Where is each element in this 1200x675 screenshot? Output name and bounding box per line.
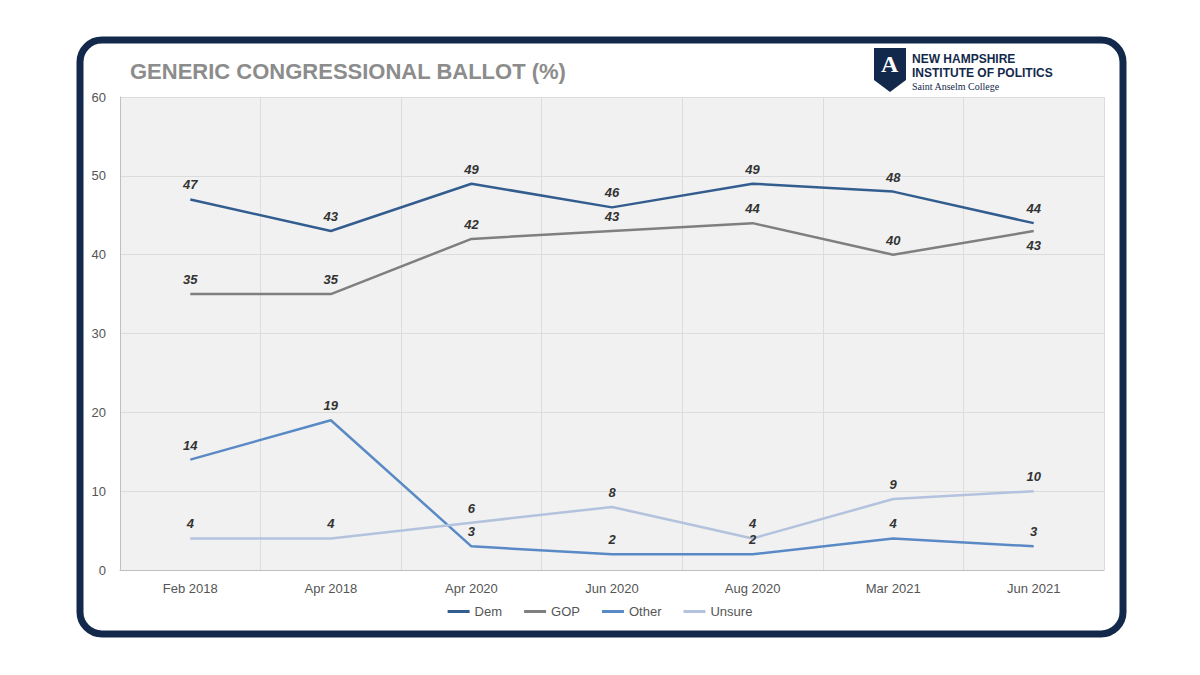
svg-text:Feb 2018: Feb 2018 <box>163 581 218 596</box>
svg-text:60: 60 <box>92 90 106 105</box>
svg-text:46: 46 <box>604 185 620 200</box>
svg-text:50: 50 <box>92 168 106 183</box>
svg-text:3: 3 <box>468 524 476 539</box>
svg-text:NEW HAMPSHIRE: NEW HAMPSHIRE <box>912 52 1015 66</box>
svg-text:GENERIC CONGRESSIONAL BALLOT (: GENERIC CONGRESSIONAL BALLOT (%) <box>130 59 566 84</box>
svg-text:43: 43 <box>323 209 339 224</box>
svg-text:A: A <box>881 51 899 77</box>
svg-text:42: 42 <box>463 217 479 232</box>
svg-text:Unsure: Unsure <box>710 604 752 619</box>
svg-text:35: 35 <box>183 272 198 287</box>
svg-text:INSTITUTE OF POLITICS: INSTITUTE OF POLITICS <box>912 66 1053 80</box>
svg-text:30: 30 <box>92 326 106 341</box>
svg-text:4: 4 <box>748 516 757 531</box>
svg-text:20: 20 <box>92 405 106 420</box>
svg-text:Apr 2018: Apr 2018 <box>304 581 357 596</box>
svg-text:4: 4 <box>326 516 335 531</box>
svg-text:Jun 2020: Jun 2020 <box>585 581 639 596</box>
svg-text:4: 4 <box>889 516 898 531</box>
svg-text:Mar 2021: Mar 2021 <box>866 581 921 596</box>
svg-text:Dem: Dem <box>475 604 502 619</box>
svg-text:44: 44 <box>744 201 760 216</box>
svg-text:47: 47 <box>182 177 198 192</box>
svg-text:40: 40 <box>885 233 901 248</box>
svg-text:Other: Other <box>629 604 662 619</box>
svg-text:40: 40 <box>92 247 106 262</box>
svg-text:0: 0 <box>99 563 106 578</box>
svg-text:8: 8 <box>608 485 616 500</box>
svg-text:Apr 2020: Apr 2020 <box>445 581 498 596</box>
svg-text:19: 19 <box>324 398 339 413</box>
svg-text:49: 49 <box>744 162 760 177</box>
svg-text:GOP: GOP <box>551 604 580 619</box>
svg-text:2: 2 <box>748 532 757 547</box>
svg-text:49: 49 <box>463 162 479 177</box>
svg-text:43: 43 <box>604 209 620 224</box>
svg-text:9: 9 <box>890 477 898 492</box>
svg-text:4: 4 <box>186 516 195 531</box>
svg-text:2: 2 <box>607 532 616 547</box>
svg-text:Saint Anselm College: Saint Anselm College <box>912 81 1000 92</box>
svg-text:44: 44 <box>1025 201 1041 216</box>
svg-text:14: 14 <box>183 438 198 453</box>
svg-text:48: 48 <box>885 170 901 185</box>
svg-text:10: 10 <box>92 484 106 499</box>
svg-text:3: 3 <box>1030 524 1038 539</box>
svg-text:10: 10 <box>1026 469 1041 484</box>
svg-text:43: 43 <box>1025 238 1041 253</box>
svg-text:Aug 2020: Aug 2020 <box>725 581 781 596</box>
svg-text:6: 6 <box>468 501 476 516</box>
svg-text:35: 35 <box>324 272 339 287</box>
svg-text:Jun 2021: Jun 2021 <box>1007 581 1061 596</box>
